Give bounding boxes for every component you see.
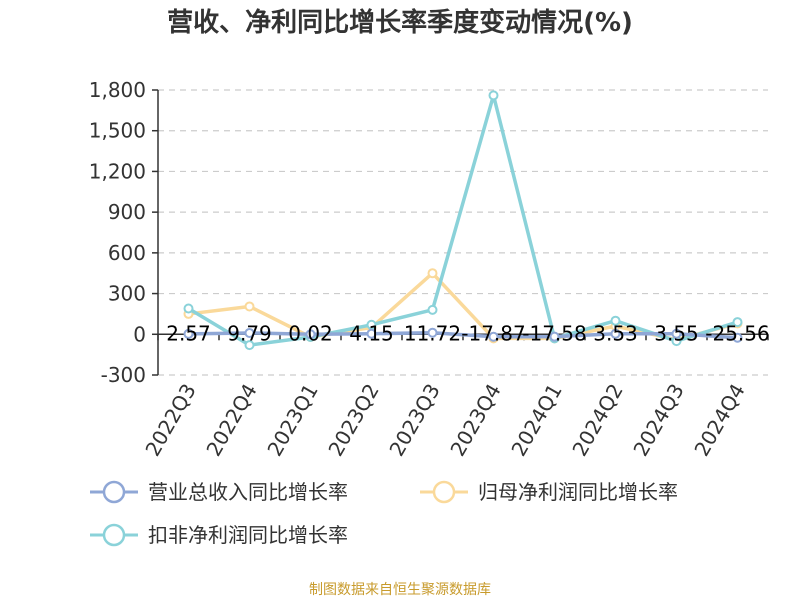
series-0-point-2023Q1 xyxy=(305,329,316,340)
series-1-point-2022Q4 xyxy=(244,301,255,312)
xtick-label-2023Q2: 2023Q2 xyxy=(323,380,383,461)
chart-title: 营收、净利同比增长率季度变动情况(%) xyxy=(167,7,633,38)
grid xyxy=(158,89,768,376)
series-2-point-2022Q4 xyxy=(244,340,255,351)
data-label-2022Q4: 9.79 xyxy=(227,321,272,345)
xtick-label-2024Q2: 2024Q2 xyxy=(567,380,627,461)
data-label-2024Q4: -25.56 xyxy=(705,321,769,345)
xtick-label-2023Q4: 2023Q4 xyxy=(445,380,505,461)
legend-item-1: 归母净利润同比增长率 xyxy=(420,480,678,504)
series-line-2 xyxy=(187,93,739,347)
data-label-2023Q4: -17.87 xyxy=(461,321,525,345)
series-1-point-2023Q3 xyxy=(427,268,438,279)
series-0-point-2022Q3 xyxy=(183,328,194,339)
series-0-point-2022Q4 xyxy=(244,327,255,338)
ytick-label: 600 xyxy=(108,241,146,265)
series-0-point-2023Q2 xyxy=(366,328,377,339)
ytick-label: 1,800 xyxy=(89,78,146,102)
xtick-label-2023Q3: 2023Q3 xyxy=(384,380,444,461)
legend-swatch-marker xyxy=(102,480,126,504)
series-2-point-2024Q2 xyxy=(610,315,621,326)
legend-swatch-marker xyxy=(432,480,456,504)
series xyxy=(183,90,743,351)
axes: -300 0 300 600 900 1,200 1,500 1,800 2022Q3 2022Q… xyxy=(89,78,769,461)
series-0-point-2023Q3 xyxy=(427,327,438,338)
ytick-label: 0 xyxy=(133,322,146,346)
ytick-label: 1,200 xyxy=(89,159,146,183)
series-0-point-2024Q1 xyxy=(549,331,560,342)
xtick-label-2024Q4: 2024Q4 xyxy=(689,380,749,461)
data-label-2023Q1: 0.02 xyxy=(288,321,333,345)
series-0-point-2024Q4 xyxy=(732,332,743,343)
data-label-2024Q1: -17.58 xyxy=(522,321,586,345)
data-label-2024Q3: 3.55 xyxy=(654,321,699,345)
series-2-point-2024Q4 xyxy=(732,317,743,328)
series-line-0 xyxy=(188,330,738,340)
legend-label: 营业总收入同比增长率 xyxy=(148,480,348,504)
ytick-label: 300 xyxy=(108,282,146,306)
legend-item-2: 扣非净利润同比增长率 xyxy=(90,523,348,547)
series-2-point-2023Q3 xyxy=(427,304,438,315)
legend-label: 扣非净利润同比增长率 xyxy=(148,523,348,547)
series-0-point-2024Q3 xyxy=(671,328,682,339)
source-footer: 制图数据来自恒生聚源数据库 xyxy=(309,582,491,598)
data-label-2022Q3: 2.57 xyxy=(166,321,211,345)
data-label-2024Q2: 3.53 xyxy=(593,321,638,345)
legend-label: 归母净利润同比增长率 xyxy=(478,480,678,504)
xtick-label-2024Q1: 2024Q1 xyxy=(506,380,566,461)
data-labels: 2.57 9.79 0.02 4.15 11.72 -17.87-17.58 3.53 3.5… xyxy=(166,321,770,345)
legend-swatch-marker xyxy=(102,523,126,547)
ytick-label: 1,500 xyxy=(89,119,146,143)
ytick-label: 900 xyxy=(108,200,146,224)
xtick-label-2024Q3: 2024Q3 xyxy=(628,380,688,461)
data-label-2023Q2: 4.15 xyxy=(349,321,394,345)
series-0-point-2024Q2 xyxy=(610,328,621,339)
ytick-label: -300 xyxy=(101,363,146,387)
xtick-label-2023Q1: 2023Q1 xyxy=(262,380,322,461)
xtick-label-2022Q3: 2022Q3 xyxy=(140,380,200,461)
series-2-point-2022Q3 xyxy=(183,303,194,314)
series-0-point-2023Q4 xyxy=(488,331,499,342)
data-label-2023Q3: 11.72 xyxy=(404,321,461,345)
legend-item-0: 营业总收入同比增长率 xyxy=(90,480,348,504)
xtick-label-2022Q4: 2022Q4 xyxy=(201,380,261,461)
series-2-point-2023Q4 xyxy=(488,90,499,101)
